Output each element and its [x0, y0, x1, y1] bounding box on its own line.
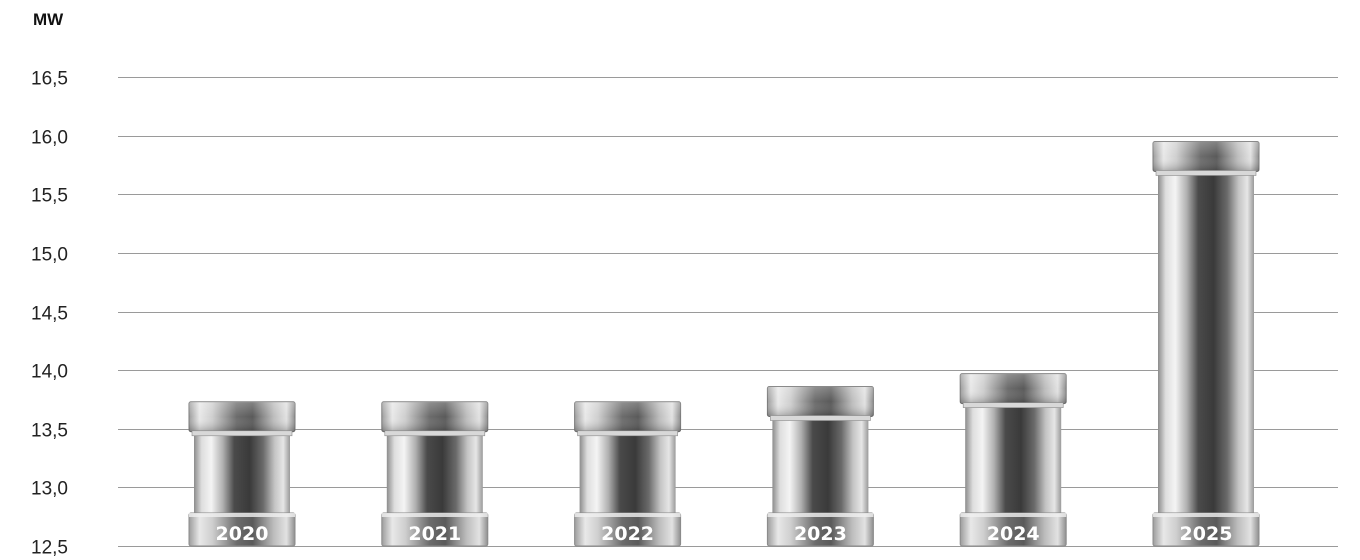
bar-cap-shade	[767, 386, 874, 417]
x-category-label: 2022	[601, 523, 654, 545]
bar-cap-collar	[1155, 170, 1257, 176]
y-tick-label: 14,0	[31, 362, 68, 383]
y-tick-label: 13,5	[31, 421, 68, 442]
x-category-label: 2021	[408, 523, 461, 545]
x-category-label: 2023	[794, 523, 847, 545]
gridlines	[118, 77, 1338, 547]
bar-cap-collar	[770, 415, 871, 421]
y-tick-label: 13,0	[31, 479, 68, 500]
bar-base-rim	[574, 513, 681, 517]
bar-body	[386, 429, 483, 515]
y-tick-label: 12,5	[31, 538, 68, 559]
bar-cap-shade	[1153, 141, 1259, 172]
bar-base-rim	[960, 513, 1067, 517]
bar-body	[965, 401, 1062, 515]
y-tick-label: 16,5	[31, 69, 68, 90]
bar-base-rim	[189, 513, 295, 517]
y-tick-label: 15,5	[31, 186, 68, 207]
bar-body	[772, 414, 869, 515]
y-tick-label: 15,0	[31, 245, 68, 266]
bar-2022: 2022	[574, 401, 682, 547]
bar-cap-shade	[960, 373, 1067, 404]
bar-cap-collar	[191, 430, 293, 437]
bar-body	[579, 429, 676, 515]
bars: 2020 2021 2022 2023 2024 2025	[188, 140, 1260, 547]
bar-2020: 2020	[188, 401, 296, 547]
bar-cap-collar	[577, 430, 678, 437]
y-axis-unit-label: MW	[33, 10, 64, 29]
bar-base-rim	[1153, 513, 1259, 517]
bar-base-rim	[381, 513, 488, 517]
bar-2024: 2024	[959, 373, 1067, 547]
bar-body	[1158, 169, 1254, 516]
bar-cap-shade	[574, 401, 681, 432]
bar-cap-collar	[384, 430, 486, 437]
x-category-label: 2024	[987, 523, 1040, 545]
bar-cap-collar	[962, 402, 1064, 408]
bar-base-rim	[767, 513, 874, 517]
bar-cap-shade	[189, 401, 295, 432]
y-tick-label: 14,5	[31, 304, 68, 325]
bar-2023: 2023	[766, 386, 874, 547]
x-category-label: 2020	[216, 523, 269, 545]
y-axis-ticks: 12,5 13,0 13,5 14,0 14,5 15,0 15,5 16,0 16,5	[31, 69, 68, 559]
bar-body	[194, 429, 290, 515]
bar-2021: 2021	[381, 401, 489, 547]
x-category-label: 2025	[1180, 523, 1233, 545]
bar-2025: 2025	[1152, 140, 1260, 547]
bar-cap-shade	[381, 401, 488, 432]
y-tick-label: 16,0	[31, 128, 68, 149]
